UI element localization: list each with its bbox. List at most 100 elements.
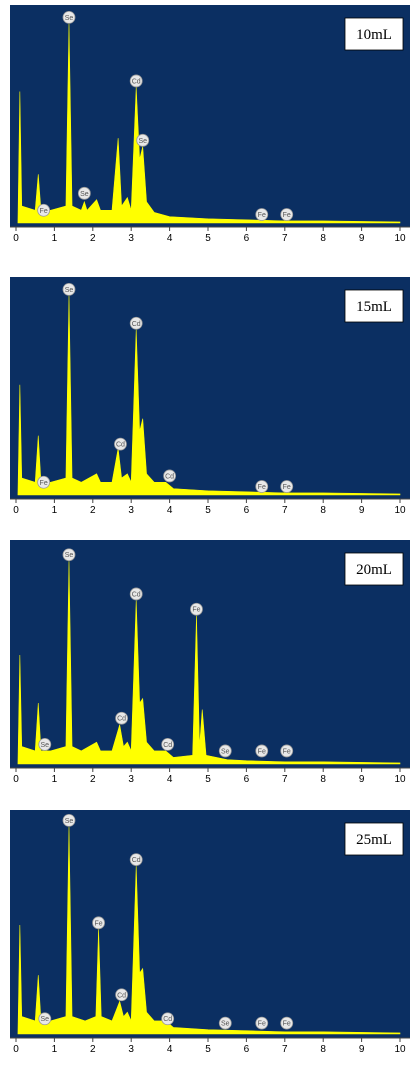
peak-marker: [77, 186, 91, 200]
x-tick-label: 10: [394, 774, 406, 785]
peak-marker: [163, 469, 177, 483]
peak-marker: [37, 475, 51, 489]
x-tick-label: 7: [282, 233, 288, 244]
spectrum-panel: 0 1 2 3 4 5 6 7 8 9 10 Se Cd Se Se Fe Fe Fe 10mL: [10, 5, 410, 244]
peak-label: Se: [80, 191, 89, 198]
plot-background: [10, 5, 410, 227]
peak-marker: [38, 1012, 52, 1026]
x-tick-label: 9: [359, 1044, 365, 1055]
peak-label: Fe: [283, 484, 291, 491]
x-tick-label: 5: [205, 505, 211, 516]
x-tick-label: 10: [394, 1044, 406, 1055]
peak-label: Fe: [283, 1021, 291, 1028]
label-box: [344, 822, 404, 856]
x-tick-label: 5: [205, 1044, 211, 1055]
peak-marker: [280, 1016, 294, 1030]
peak-label: Fe: [258, 212, 266, 219]
x-tick-label: 5: [205, 774, 211, 785]
x-tick-label: 3: [128, 774, 134, 785]
peak-label: Cd: [117, 992, 126, 999]
peak-marker: [280, 480, 294, 493]
peak-label: Se: [65, 15, 74, 22]
peak-label: Cd: [132, 591, 141, 598]
x-tick-label: 10: [394, 233, 406, 244]
peak-marker: [280, 208, 294, 221]
peak-marker: [129, 853, 143, 866]
label-box: [344, 552, 404, 586]
peak-label: Se: [65, 818, 74, 825]
x-tick-label: 8: [320, 505, 326, 516]
x-tick-label: 0: [13, 505, 19, 516]
peak-label: Fe: [94, 920, 102, 927]
x-tick-label: 1: [52, 1044, 58, 1055]
x-tick-label: 9: [359, 505, 365, 516]
spectrum-panel: 0 1 2 3 4 5 6 7 8 9 10 Se Cd Fe Cd Se Cd Se Fe Fe 25mL: [10, 810, 410, 1055]
peak-label: Fe: [258, 484, 266, 491]
peak-label: Cd: [116, 442, 125, 449]
x-tick-label: 7: [282, 774, 288, 785]
peak-label: Cd: [165, 473, 174, 480]
peak-label: Cd: [132, 321, 141, 328]
peak-label: Se: [41, 742, 50, 749]
peak-marker: [218, 1016, 232, 1030]
peak-marker: [161, 737, 175, 751]
x-tick-label: 5: [205, 233, 211, 244]
peak-label: Cd: [163, 1016, 172, 1023]
peak-marker: [115, 711, 128, 725]
x-tick-label: 6: [244, 774, 250, 785]
peak-marker: [280, 744, 294, 758]
peak-label: Cd: [163, 742, 172, 749]
panel-label: 10mL: [356, 27, 392, 43]
peak-label: Fe: [283, 212, 291, 219]
x-tick-label: 1: [52, 233, 58, 244]
x-tick-label: 2: [90, 505, 96, 516]
x-tick-label: 10: [394, 505, 406, 516]
peak-label: Se: [65, 552, 74, 559]
x-tick-label: 3: [128, 505, 134, 516]
x-tick-label: 0: [13, 774, 19, 785]
peak-marker: [129, 587, 143, 601]
peak-label: Fe: [258, 748, 266, 755]
peak-label: Cd: [132, 857, 141, 864]
spectrum-panel: 0 1 2 3 4 5 6 7 8 9 10 Se Cd Fe Cd Cd Se Se Fe Fe 20mL: [10, 540, 410, 785]
peak-marker: [62, 282, 76, 296]
x-tick-label: 8: [320, 233, 326, 244]
peak-marker: [115, 988, 128, 1002]
peak-label: Se: [41, 1016, 50, 1023]
peak-marker: [255, 208, 269, 221]
x-tick-label: 7: [282, 505, 288, 516]
x-tick-label: 9: [359, 233, 365, 244]
x-tick-label: 6: [244, 233, 250, 244]
label-box: [344, 17, 404, 51]
peak-label: Cd: [117, 716, 126, 723]
panel-label: 15mL: [356, 299, 392, 315]
peak-label: Fe: [283, 748, 291, 755]
x-tick-label: 4: [167, 233, 173, 244]
peak-marker: [62, 10, 76, 24]
peak-label: Fe: [40, 480, 48, 487]
x-tick-label: 8: [320, 774, 326, 785]
peak-marker: [136, 133, 150, 147]
peak-marker: [218, 744, 232, 758]
peak-marker: [92, 916, 105, 930]
x-tick-label: 8: [320, 1044, 326, 1055]
spectrum: [17, 561, 401, 765]
x-tick-label: 4: [167, 774, 173, 785]
peak-marker: [38, 737, 52, 751]
peak-marker: [114, 437, 127, 451]
peak-marker: [161, 1012, 175, 1026]
peak-marker: [255, 480, 269, 493]
x-tick-label: 2: [90, 1044, 96, 1055]
peak-marker: [37, 203, 51, 217]
peak-marker: [255, 1016, 269, 1030]
peak-marker: [62, 813, 76, 827]
x-tick-label: 9: [359, 774, 365, 785]
peak-label: Cd: [132, 78, 141, 85]
peak-label: Se: [221, 748, 230, 755]
peak-label: Fe: [192, 607, 200, 614]
x-tick-label: 7: [282, 1044, 288, 1055]
x-tick-label: 6: [244, 505, 250, 516]
peak-marker: [129, 316, 143, 330]
x-tick-label: 0: [13, 1044, 19, 1055]
